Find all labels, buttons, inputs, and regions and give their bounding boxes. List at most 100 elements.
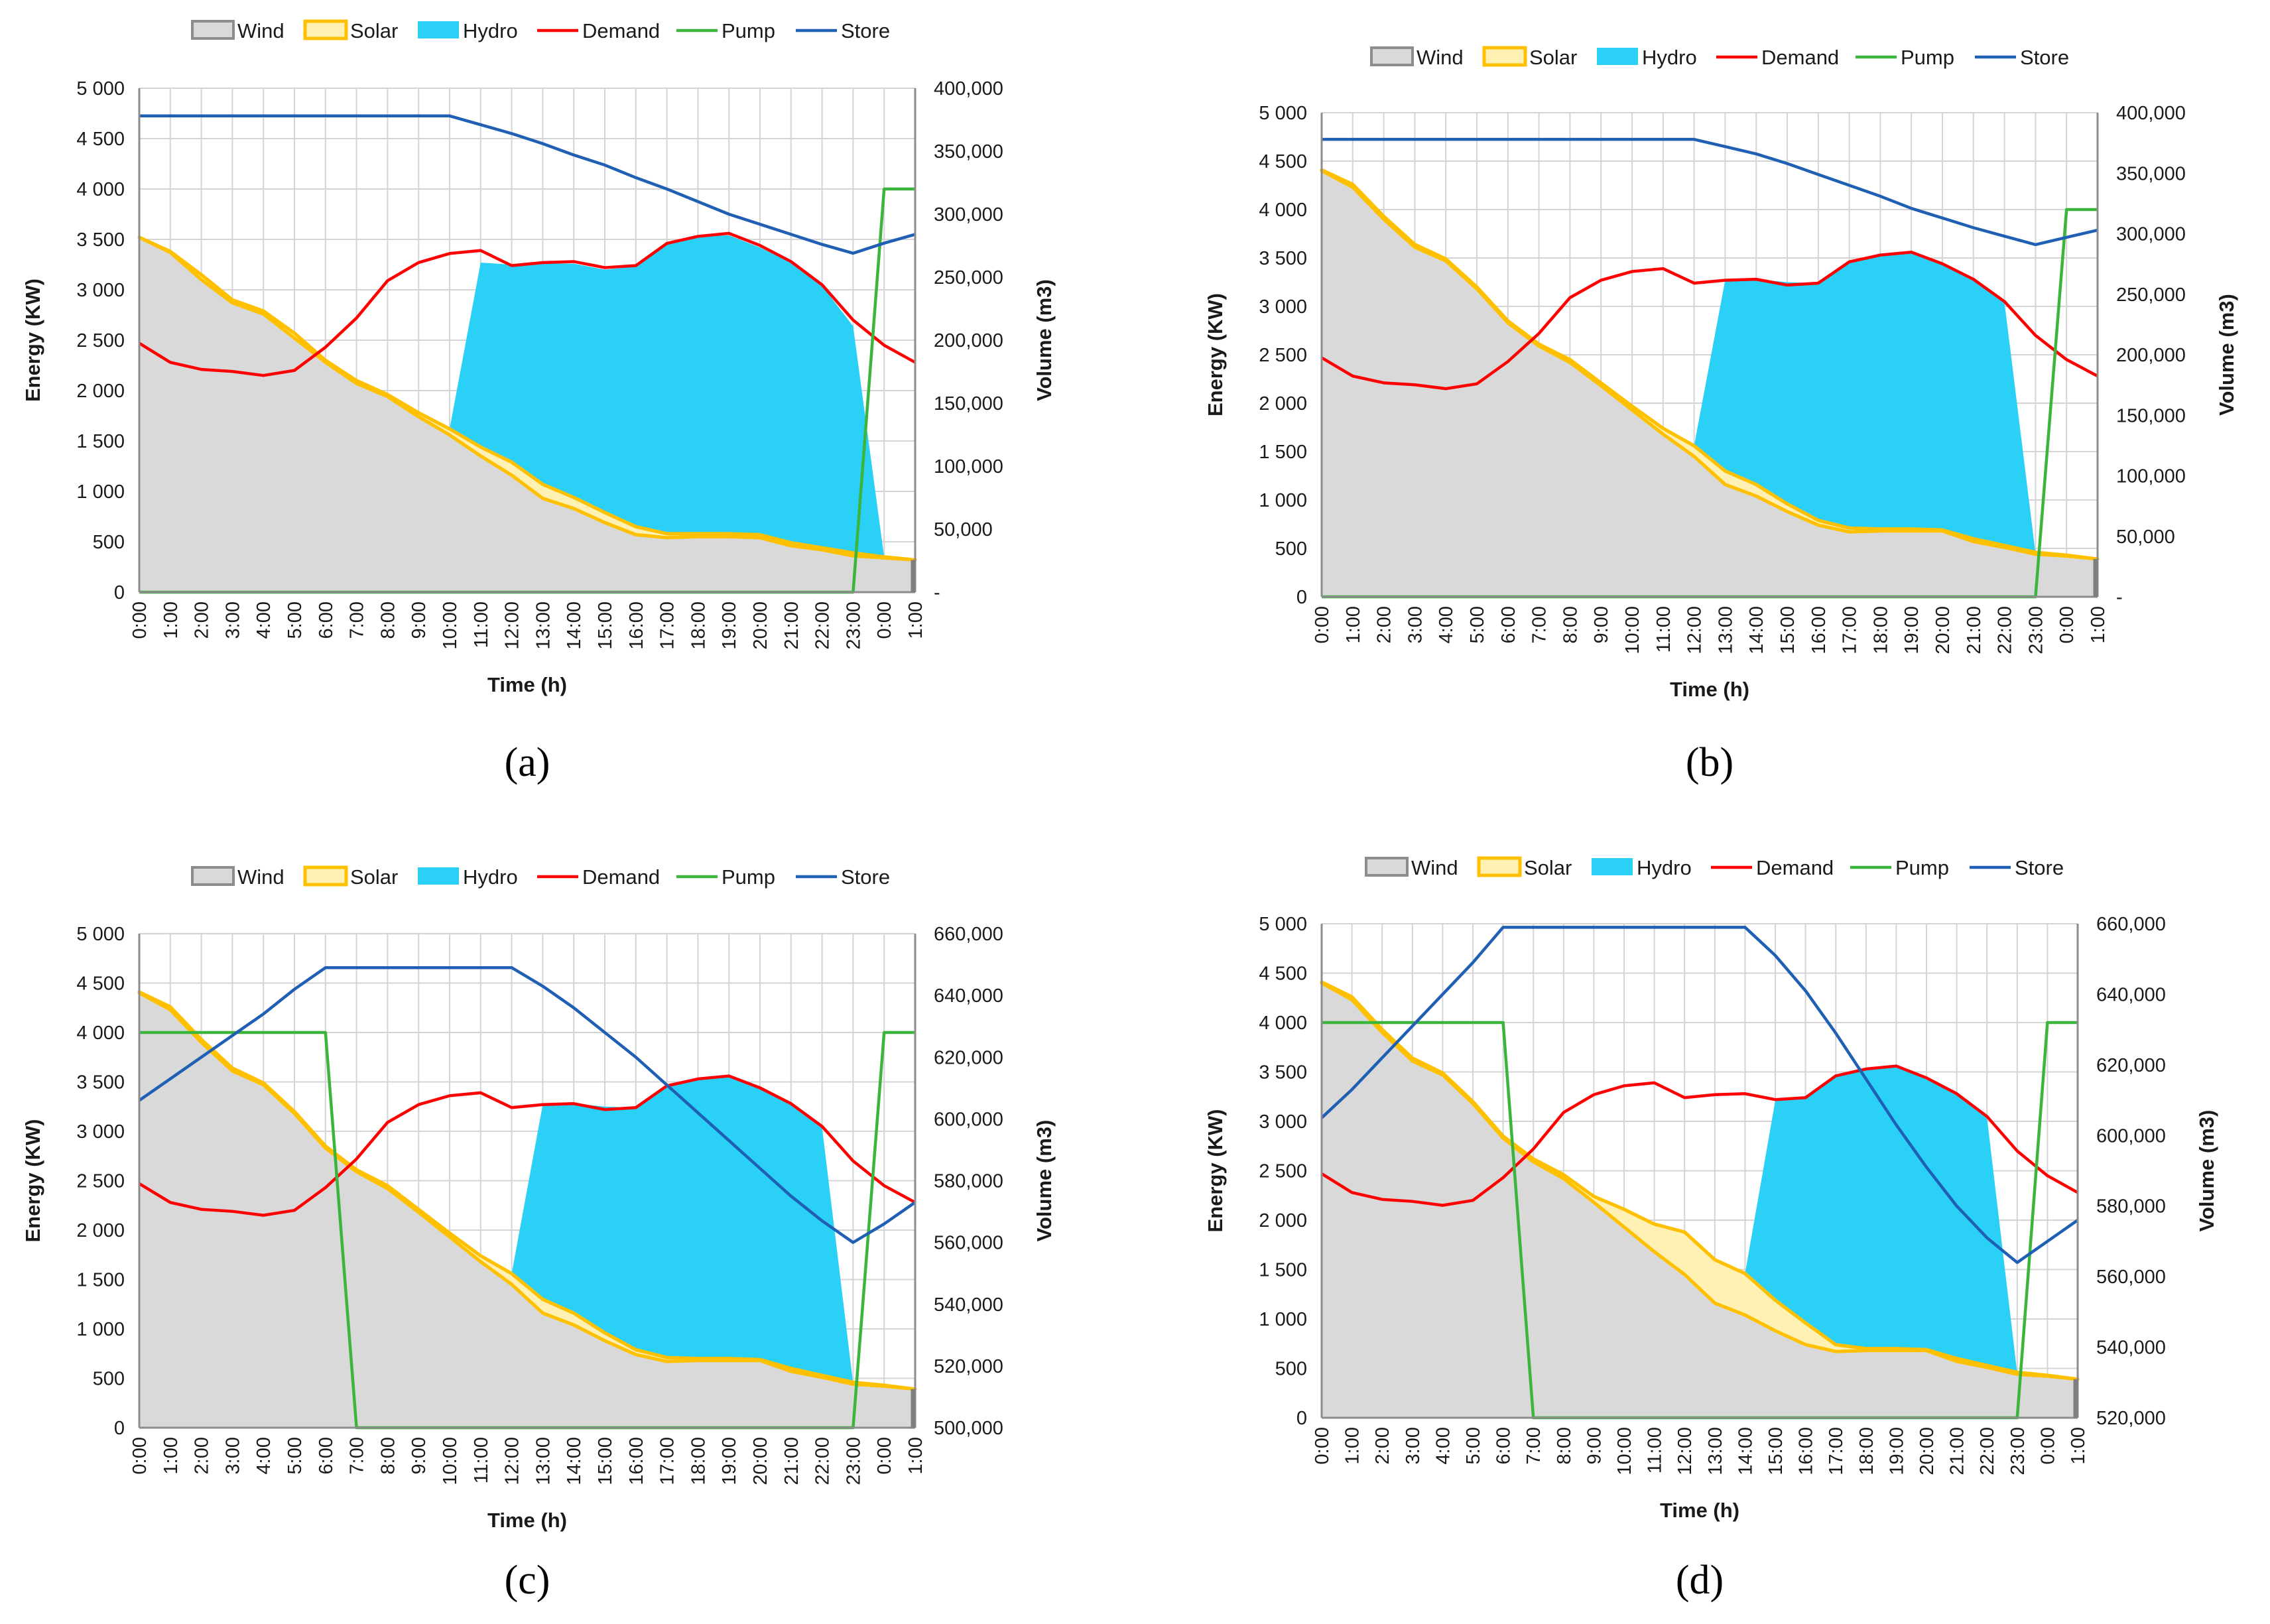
x-tick-label: 17:00 [1826, 1427, 1847, 1475]
x-tick-label: 8:00 [1554, 1427, 1575, 1464]
legend-label: Pump [1901, 46, 1954, 69]
x-axis-title: Time (h) [487, 1509, 567, 1532]
legend-item-demand: Demand [1711, 856, 1834, 879]
panel-label: (d) [1676, 1558, 1724, 1603]
y2-tick-label: 520,000 [934, 1356, 1003, 1377]
y2-tick-label: 620,000 [2096, 1055, 2166, 1076]
x-tick-label: 19:00 [1901, 606, 1923, 655]
chart-panel-3: 0 500 1 000 1 500 2 000 2 500 3 000 3 500 4 000 4… [21, 865, 1056, 1603]
line-solar-edge [138, 990, 916, 1391]
x-tick-label: 18:00 [1870, 606, 1891, 655]
x-tick-label: 1:00 [160, 601, 182, 639]
panel-label: (a) [505, 740, 550, 785]
x-tick-label: 18:00 [688, 1437, 709, 1485]
x-tick-label: 16:00 [1808, 606, 1830, 655]
y2-axis-title: Volume (m3) [1033, 1120, 1056, 1242]
x-tick-label: 15:00 [595, 1437, 616, 1485]
y-tick-label: 3 000 [1259, 1111, 1307, 1133]
x-tick-label: 1:00 [1343, 606, 1364, 643]
area-wind [1322, 170, 2098, 597]
x-tick-label: 1:00 [2068, 1427, 2089, 1464]
y2-tick-label: 150,000 [934, 393, 1003, 414]
x-tick-label: 21:00 [781, 1437, 802, 1485]
x-tick-label: 23:00 [843, 1437, 864, 1485]
area-wind [139, 993, 915, 1428]
legend-swatch [418, 867, 459, 885]
y2-axis-title: Volume (m3) [2215, 294, 2238, 416]
x-tick-label: 2:00 [1372, 1427, 1393, 1464]
y-tick-label: 4 500 [1259, 151, 1307, 172]
y-tick-label: 1 000 [1259, 1309, 1307, 1330]
x-tick-label: 20:00 [750, 1437, 771, 1485]
y-tick-label: 0 [114, 1418, 125, 1439]
y2-tick-label: 580,000 [934, 1171, 1003, 1192]
x-tick-label: 11:00 [471, 1437, 492, 1483]
panel-label: (c) [505, 1558, 550, 1603]
legend-swatch [191, 20, 235, 40]
x-tick-label: 2:00 [192, 1437, 213, 1474]
y-tick-label: 1 500 [76, 1270, 125, 1291]
x-tick-label: 14:00 [1735, 1427, 1756, 1475]
x-tick-label: 13:00 [533, 1437, 554, 1485]
y-tick-label: 1 500 [1259, 1260, 1307, 1281]
y2-tick-label: 560,000 [934, 1233, 1003, 1254]
x-tick-label: 17:00 [657, 1437, 678, 1485]
legend-label: Wind [237, 865, 284, 889]
x-tick-label: 3:00 [1405, 606, 1426, 643]
area-wind [1322, 983, 2078, 1418]
legend-item-pump: Pump [676, 19, 775, 42]
x-axis-title: Time (h) [1660, 1499, 1739, 1522]
x-tick-label: 12:00 [1674, 1427, 1696, 1475]
legend-label: Wind [237, 19, 284, 42]
line-store [1320, 926, 2079, 1265]
legend-item-solar: Solar [1482, 46, 1577, 69]
chart-panel-1: 0 500 1 000 1 500 2 000 2 500 3 000 3 500 4 000 4… [21, 19, 1056, 785]
x-tick-label: 8:00 [377, 1437, 399, 1474]
legend-item-store: Store [1970, 856, 2064, 879]
line-store [1322, 137, 2098, 247]
x-tick-label: 12:00 [1684, 606, 1706, 655]
x-tick-label: 16:00 [626, 1437, 647, 1485]
y2-tick-label: 250,000 [934, 267, 1003, 288]
legend: Wind Solar Hydro Demand Pump Store [1370, 46, 2069, 69]
line-store [138, 966, 916, 1244]
x-tick-label: 0:00 [874, 1437, 895, 1474]
x-tick-label: 9:00 [409, 601, 430, 639]
y-tick-label: 5 000 [1259, 914, 1307, 935]
legend-label: Pump [722, 865, 775, 889]
y-tick-label: 1 000 [76, 1319, 125, 1340]
y2-tick-label: 300,000 [934, 204, 1003, 225]
legend-item-demand: Demand [537, 865, 660, 889]
x-tick-label: 10:00 [440, 601, 461, 650]
legend-item-pump: Pump [1856, 46, 1954, 69]
x-tick-label: 0:00 [129, 1437, 151, 1474]
y-tick-label: 500 [1275, 1359, 1307, 1380]
legend-label: Hydro [1637, 856, 1692, 879]
x-tick-label: 22:00 [1977, 1427, 1998, 1475]
legend-label: Store [841, 19, 890, 42]
x-tick-label: 7:00 [347, 601, 368, 639]
legend-label: Hydro [463, 19, 518, 42]
x-tick-label: 15:00 [1765, 1427, 1787, 1475]
x-tick-label: 10:00 [1614, 1427, 1635, 1475]
legend-item-demand: Demand [1716, 46, 1839, 69]
x-tick-label: 0:00 [2056, 606, 2078, 643]
area-hydro [1322, 981, 2078, 1379]
legend-label: Demand [1756, 856, 1834, 879]
y-tick-label: 4 000 [1259, 200, 1307, 221]
x-tick-label: 14:00 [564, 601, 585, 650]
panel-label: (b) [1686, 740, 1734, 785]
y-tick-label: 1 000 [1259, 490, 1307, 511]
y2-tick-label: 200,000 [934, 330, 1003, 351]
x-tick-label: 3:00 [222, 601, 243, 639]
x-tick-label: 20:00 [1917, 1427, 1938, 1475]
x-tick-label: 15:00 [1777, 606, 1798, 655]
y2-tick-label: 100,000 [2116, 466, 2186, 487]
y2-tick-label: 580,000 [2096, 1196, 2166, 1218]
x-tick-label: 13:00 [533, 601, 554, 650]
x-tick-label: 14:00 [564, 1437, 585, 1485]
y2-tick-label: 600,000 [934, 1109, 1003, 1130]
legend-item-pump: Pump [1850, 856, 1949, 879]
y-axis-title: Energy (KW) [21, 279, 44, 402]
